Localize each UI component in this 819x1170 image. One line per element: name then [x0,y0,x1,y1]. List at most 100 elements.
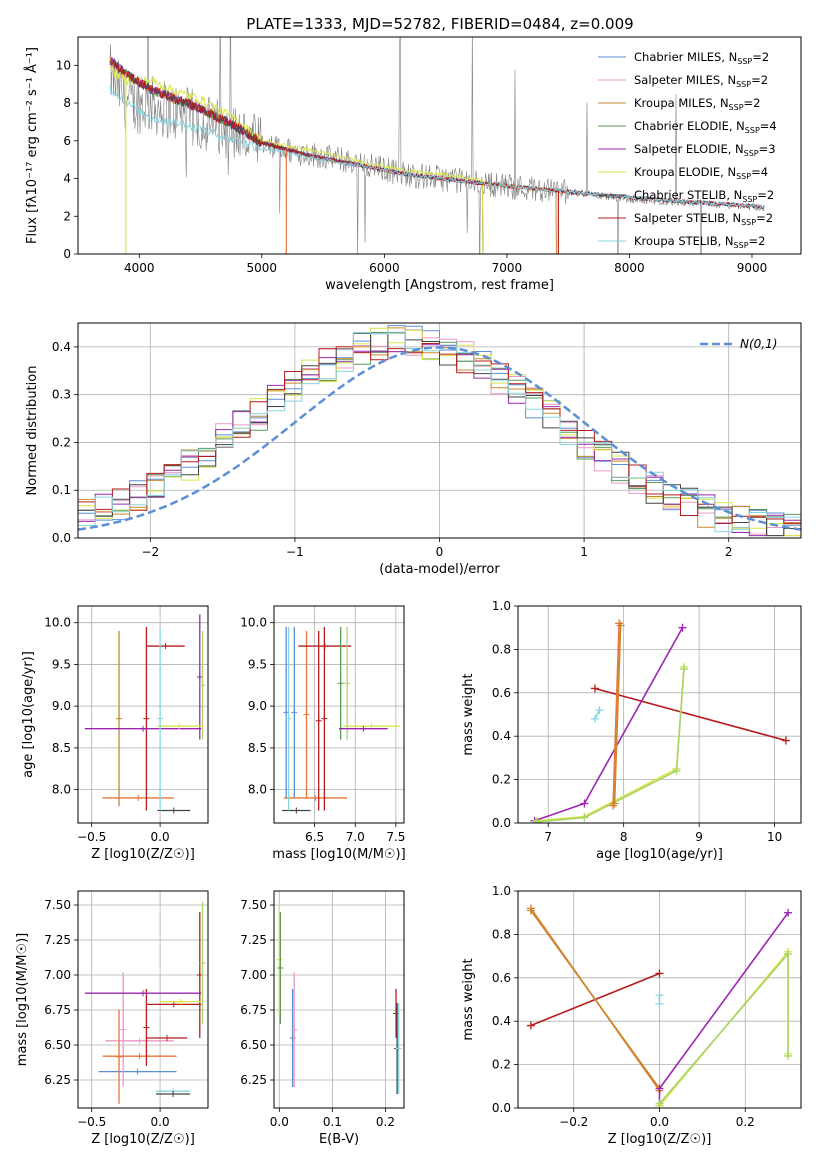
legend-label: Salpeter STELIB, NSSP=2 [634,211,773,227]
segment-marker-5 [143,1024,150,1031]
y-tick-label: 0.6 [492,686,511,700]
weight-point [672,766,681,775]
weight-point [580,799,589,808]
panel-age_vs_mass: 6.5 7.0 7.5 8.0 8.5 9.0 9.5 10.0 mass [log10(M/M… [240,605,406,862]
y-tick-label: 8.0 [248,783,267,797]
x-tick-label: 5000 [247,261,278,275]
y-tick-label: 9.5 [248,657,267,671]
x-tick-label: −2 [141,545,159,559]
x-tick-label: 7.0 [346,830,365,844]
y-tick-label: 0.8 [492,642,511,656]
segment-marker-12 [285,715,292,722]
y-tick-label: 0.2 [492,1058,511,1072]
segment-marker-7 [199,682,206,689]
x-tick-label: −1 [286,545,304,559]
y-tick-label: 0.2 [492,773,511,787]
plot-area [276,902,402,1094]
axes-frame [517,890,802,1109]
weight-point [655,999,664,1008]
segment-marker-10 [360,725,367,732]
x-tick-label: 0.0 [650,1115,669,1129]
legend-label: Kroupa ELODIE, NSSP=4 [634,165,768,181]
plot-area [84,614,206,814]
axes-frame [273,890,405,1109]
x-tick-label: 2 [725,545,733,559]
model-line-5 [109,64,484,254]
legend-label: Chabrier ELODIE, NSSP=4 [634,119,777,135]
x-tick-label: 0 [436,545,444,559]
axes-frame [517,605,802,824]
y-tick-label: 10.0 [240,616,267,630]
y-tick-label: 7.25 [240,933,267,947]
segment-marker-4 [315,717,322,724]
x-tick-label: 7.5 [386,830,405,844]
segment-marker-8 [140,990,146,997]
weight-point [655,1099,664,1108]
segment-marker-0 [276,956,283,963]
segment-marker-0 [134,1068,141,1075]
segment-marker-8 [170,807,177,814]
y-tick-label: 8 [63,96,71,110]
panel-residuals: −2 −1 0 1 2 0.0 0.1 0.2 0.3 0.4 (data-model)/error… [25,322,802,577]
y-tick-label: 10 [56,58,71,72]
legend-label: Chabrier MILES, NSSP=2 [634,50,769,66]
y-tick-label: 2 [63,209,71,223]
x-axis-label: Z [log10(Z/Z☉)] [608,1132,712,1147]
x-tick-label: 7000 [492,261,523,275]
axes-frame [77,605,209,824]
x-tick-label: 7 [544,830,552,844]
y-tick-label: 1.0 [492,599,511,613]
y-tick-label: 7.00 [240,968,267,982]
segment-marker-1 [277,965,284,971]
weight-point [781,736,790,745]
y-tick-label: 6 [63,134,71,148]
y-tick-label: 6.75 [240,1003,267,1017]
x-tick-label: 0.2 [376,1115,395,1129]
x-tick-label: 0.2 [736,1115,755,1129]
legend-label: Salpeter ELODIE, NSSP=3 [634,142,776,158]
segment-marker-3 [136,1053,143,1060]
legend-label: Kroupa MILES, NSSP=2 [634,96,760,112]
segment-marker-8 [344,680,351,687]
y-tick-label: 0.8 [492,927,511,941]
plot-area [282,626,400,814]
y-tick-label: 1.0 [492,884,511,898]
plot-area [526,904,793,1108]
weight-series-3 [536,668,685,823]
segment-marker-1 [136,1037,143,1044]
panel-age_vs_Z: −0.5 0.0 8.0 8.5 9.0 9.5 10.0 Z [log10(Z/Z☉)] ag… [21,605,209,862]
x-tick-label: −0.5 [77,830,106,844]
x-axis-label: (data-model)/error [379,562,500,577]
segment-marker-4 [140,725,146,732]
segment-marker-4 [116,1053,123,1060]
x-axis-label: Z [log10(Z/Z☉)] [91,1132,195,1147]
figure-title: PLATE=1333, MJD=52782, FIBERID=0484, z=0… [246,15,633,33]
weight-point [655,1084,664,1093]
weight-point [784,908,793,917]
y-tick-label: 10.0 [44,616,71,630]
segment-marker-6 [395,1045,402,1052]
y-tick-label: 9.0 [52,699,71,713]
model-line-8 [109,84,765,209]
weight-point [655,969,664,978]
x-tick-label: 10 [767,830,782,844]
y-tick-label: 0.4 [492,729,511,743]
segment-marker-2 [312,794,319,801]
plot-area [109,37,765,254]
x-tick-label: 0.1 [323,1115,342,1129]
segment-marker-11 [177,998,184,1005]
y-tick-label: 0.2 [52,435,71,449]
weight-point [526,906,535,915]
segment-marker-9 [157,715,164,722]
y-axis-label: mass weight [461,673,476,755]
x-tick-label: 8 [620,830,628,844]
y-tick-label: 8.5 [248,741,267,755]
axes-frame [77,890,209,1109]
segment-marker-6 [163,1035,170,1041]
x-tick-label: 0.0 [151,1115,170,1129]
axes-frame [273,605,405,824]
y-tick-label: 7.50 [44,898,71,912]
weight-point [580,813,589,822]
x-tick-label: 1 [580,545,588,559]
x-tick-label: −0.2 [559,1115,588,1129]
